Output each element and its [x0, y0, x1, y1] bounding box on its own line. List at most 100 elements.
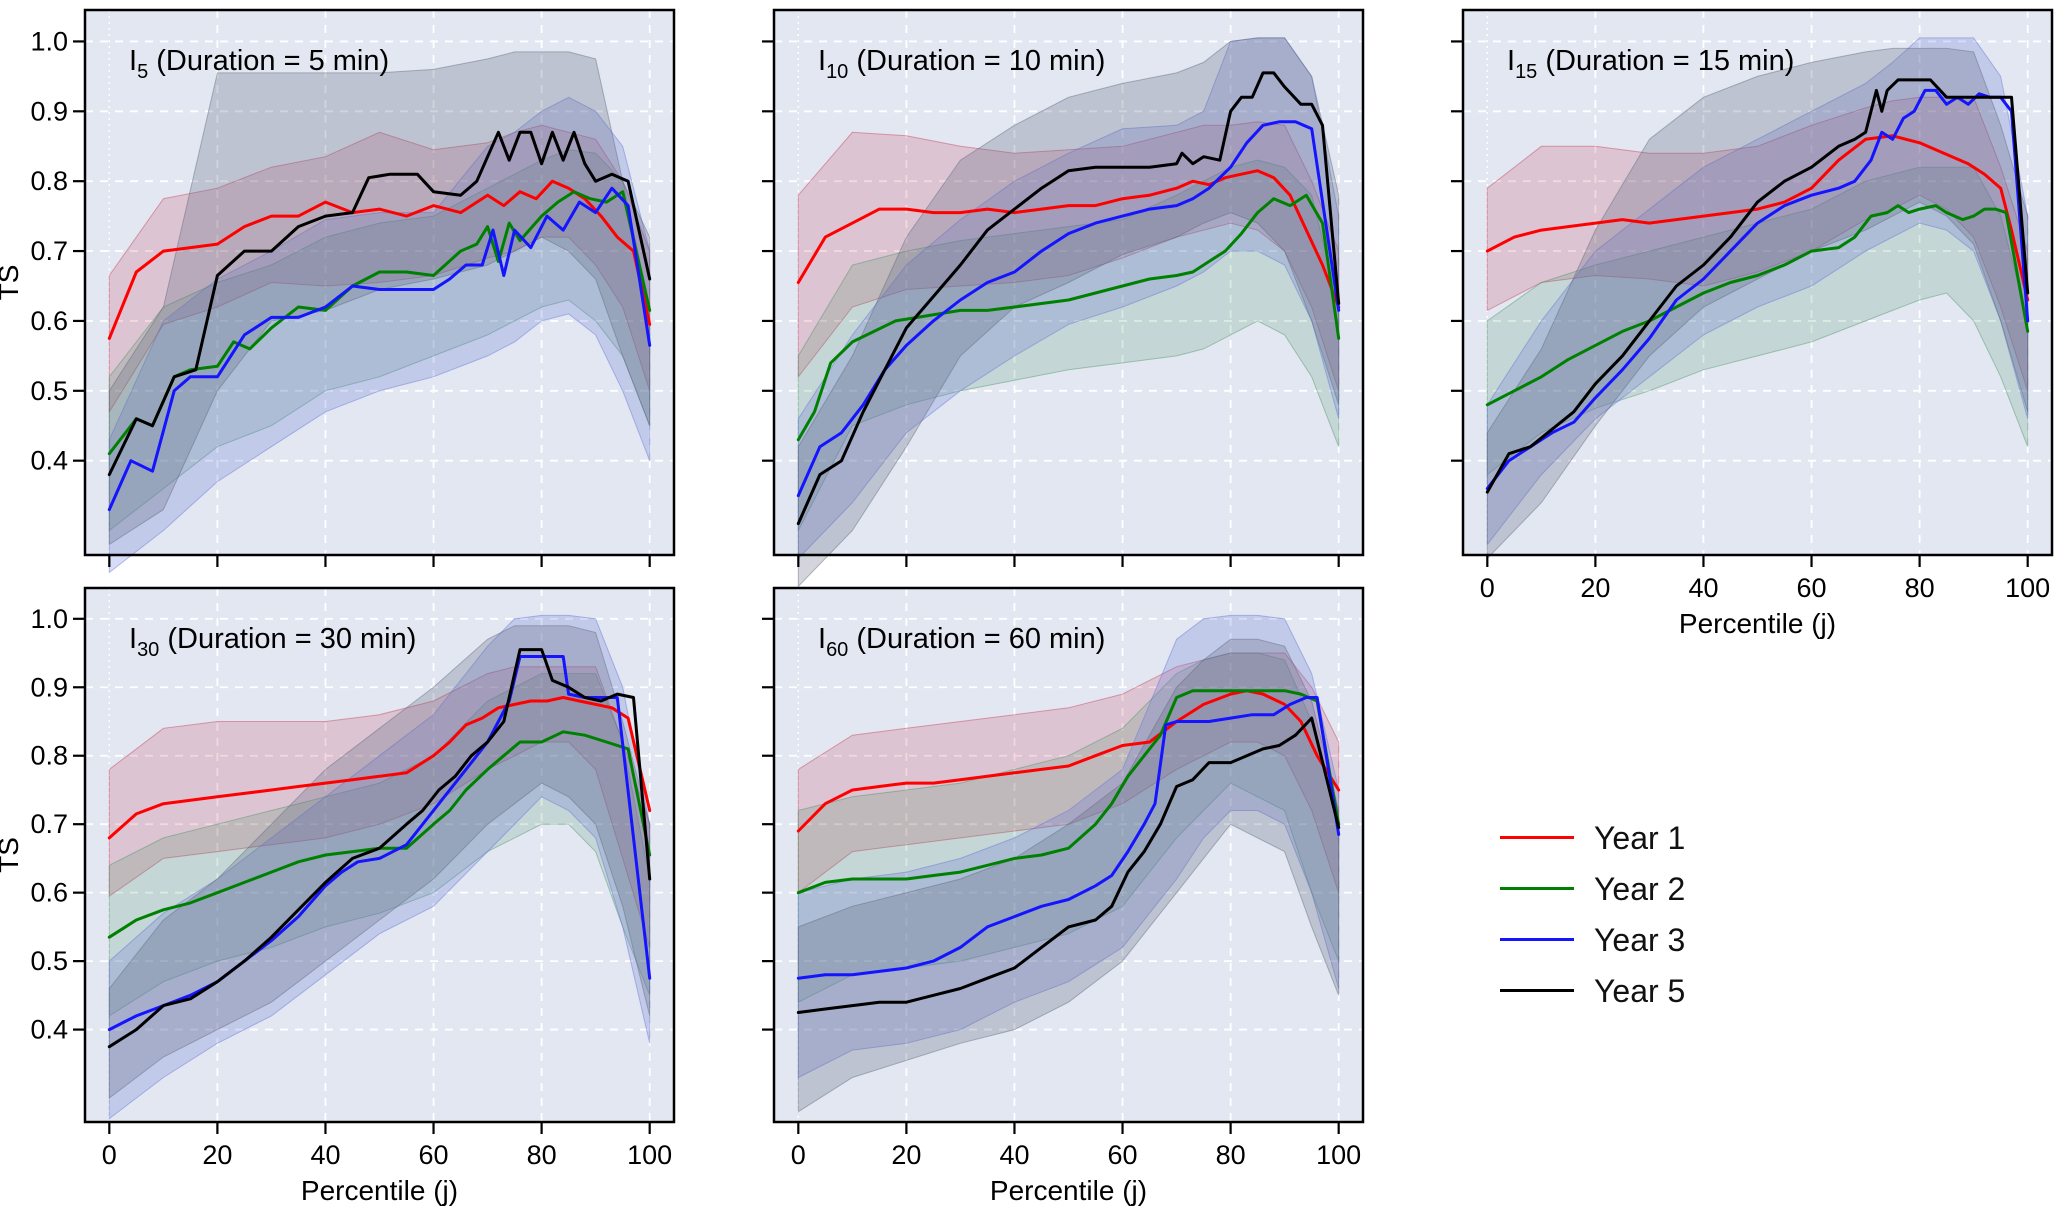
confidence-band-year-1: [797, 652, 1340, 894]
x-axis-label: Percentile (j): [301, 1175, 458, 1206]
plot-background: [774, 10, 1363, 555]
confidence-band-year-5: [797, 37, 1340, 588]
chart-panel-i5: 0.4 0.5 0.6 0.7 0.8 0.9 1.0 TS I5 (Duration = 5 …: [0, 8, 676, 574]
series-line-year-2: [107, 190, 652, 456]
x-tick-label: 40: [999, 1140, 1029, 1170]
y-tick-label: 0.6: [30, 306, 68, 336]
x-tick-label: 60: [1797, 573, 1827, 603]
x-tick-label: 60: [1108, 1140, 1138, 1170]
x-tick-label: 100: [627, 1140, 672, 1170]
legend-item-year-1: Year 1: [1500, 812, 1685, 863]
chart-panel-i60: 0 20 40 60 80 100 Percentile (j) I60 (Duration …: [762, 586, 1365, 1206]
y-tick-label: 0.5: [30, 946, 68, 976]
x-tick-label: 0: [102, 1140, 117, 1170]
series-line-year-5: [107, 648, 652, 1049]
x-tick-label: 20: [891, 1140, 921, 1170]
y-tick-label: 0.4: [30, 446, 68, 476]
x-tick-label: 60: [419, 1140, 449, 1170]
y-tick-label: 0.9: [30, 96, 68, 126]
series-line-year-1: [796, 689, 1341, 833]
y-tick-label: 0.5: [30, 376, 68, 406]
chart-panel-i30: 0.4 0.5 0.6 0.7 0.8 0.9 1.0 0 20 40 60 80 100 Percent…: [0, 586, 676, 1206]
x-tick-label: 80: [527, 1140, 557, 1170]
panel-title: I60 (Duration = 60 min): [818, 623, 1105, 661]
y-tick-label: 0.6: [30, 878, 68, 908]
series-line-year-3: [107, 186, 652, 512]
series-line-year-2: [796, 689, 1341, 895]
y-tick-label: 0.4: [30, 1015, 68, 1045]
plot-background: [85, 588, 674, 1122]
legend-item-year-3: Year 3: [1500, 914, 1685, 965]
legend-line-sample-year-3: [1500, 938, 1574, 941]
confidence-band-year-3: [1486, 37, 2029, 546]
confidence-band-year-5: [797, 638, 1340, 1113]
confidence-band-year-5: [1486, 47, 2029, 560]
y-tick-label: 0.8: [30, 166, 68, 196]
series-line-year-5: [796, 71, 1341, 526]
axes-spines: [83, 586, 676, 1124]
legend-line-sample-year-5: [1500, 989, 1574, 992]
x-axis-label: Percentile (j): [990, 1175, 1147, 1206]
confidence-band-year-3: [797, 37, 1340, 560]
x-tick-label: 80: [1216, 1140, 1246, 1170]
series-line-year-1: [796, 169, 1341, 309]
panel-title: I5 (Duration = 5 min): [129, 45, 389, 83]
panel-title: I30 (Duration = 30 min): [129, 623, 416, 661]
series-line-year-3: [1485, 88, 2030, 491]
plot-background: [85, 10, 674, 555]
confidence-band-year-2: [108, 673, 651, 1017]
confidence-band-year-1: [108, 666, 651, 948]
y-axis-label: TS: [0, 265, 24, 301]
confidence-band-year-5: [108, 625, 651, 1100]
series-line-year-3: [796, 696, 1341, 980]
series-line-year-5: [1485, 78, 2030, 494]
legend-label-year-3: Year 3: [1594, 921, 1686, 958]
x-tick-label: 100: [1316, 1140, 1361, 1170]
y-tick-label: 0.7: [30, 236, 68, 266]
legend-item-year-2: Year 2: [1500, 863, 1685, 914]
legend-item-year-5: Year 5: [1500, 965, 1685, 1016]
legend: Year 1 Year 2 Year 3 Year 5: [1500, 812, 1685, 1016]
x-tick-label: 20: [1580, 573, 1610, 603]
y-tick-label: 0.8: [30, 741, 68, 771]
panel-title: I15 (Duration = 15 min): [1507, 45, 1794, 83]
x-tick-label: 40: [310, 1140, 340, 1170]
x-axis-label: Percentile (j): [1679, 608, 1836, 639]
chart-panel-i10: I10 (Duration = 10 min): [762, 8, 1365, 588]
legend-label-year-5: Year 5: [1594, 972, 1686, 1009]
series-line-year-2: [107, 730, 652, 939]
y-tick-label: 1.0: [30, 26, 68, 56]
axes-spines: [772, 586, 1365, 1124]
x-tick-label: 0: [791, 1140, 806, 1170]
series-line-year-1: [1485, 134, 2030, 302]
confidence-band-year-2: [797, 652, 1340, 1004]
x-tick-label: 0: [1480, 573, 1495, 603]
x-tick-label: 40: [1688, 573, 1718, 603]
confidence-band-year-3: [108, 614, 651, 1120]
plot-background: [774, 588, 1363, 1122]
legend-label-year-1: Year 1: [1594, 819, 1686, 856]
panel-title: I10 (Duration = 10 min): [818, 45, 1105, 83]
axes-spines: [83, 8, 676, 557]
confidence-band-year-2: [108, 149, 651, 532]
series-line-year-2: [1485, 204, 2030, 407]
chart-panel-i15: 0 20 40 60 80 100 Percentile (j) I15 (Duration …: [1451, 8, 2054, 639]
series-line-year-2: [796, 193, 1341, 442]
legend-line-sample-year-2: [1500, 887, 1574, 890]
axes-spines: [772, 8, 1365, 557]
x-tick-label: 80: [1905, 573, 1935, 603]
confidence-band-year-1: [797, 121, 1340, 391]
series-line-year-1: [107, 179, 652, 340]
legend-line-sample-year-1: [1500, 836, 1574, 839]
x-tick-label: 20: [202, 1140, 232, 1170]
y-tick-label: 0.7: [30, 809, 68, 839]
legend-label-year-2: Year 2: [1594, 870, 1686, 907]
y-axis-label: TS: [0, 837, 24, 873]
series-line-year-5: [107, 130, 652, 477]
y-tick-label: 1.0: [30, 604, 68, 634]
confidence-band-year-2: [797, 159, 1340, 531]
x-tick-label: 100: [2005, 573, 2050, 603]
confidence-band-year-1: [1486, 96, 2029, 391]
series-line-year-5: [796, 716, 1341, 1014]
